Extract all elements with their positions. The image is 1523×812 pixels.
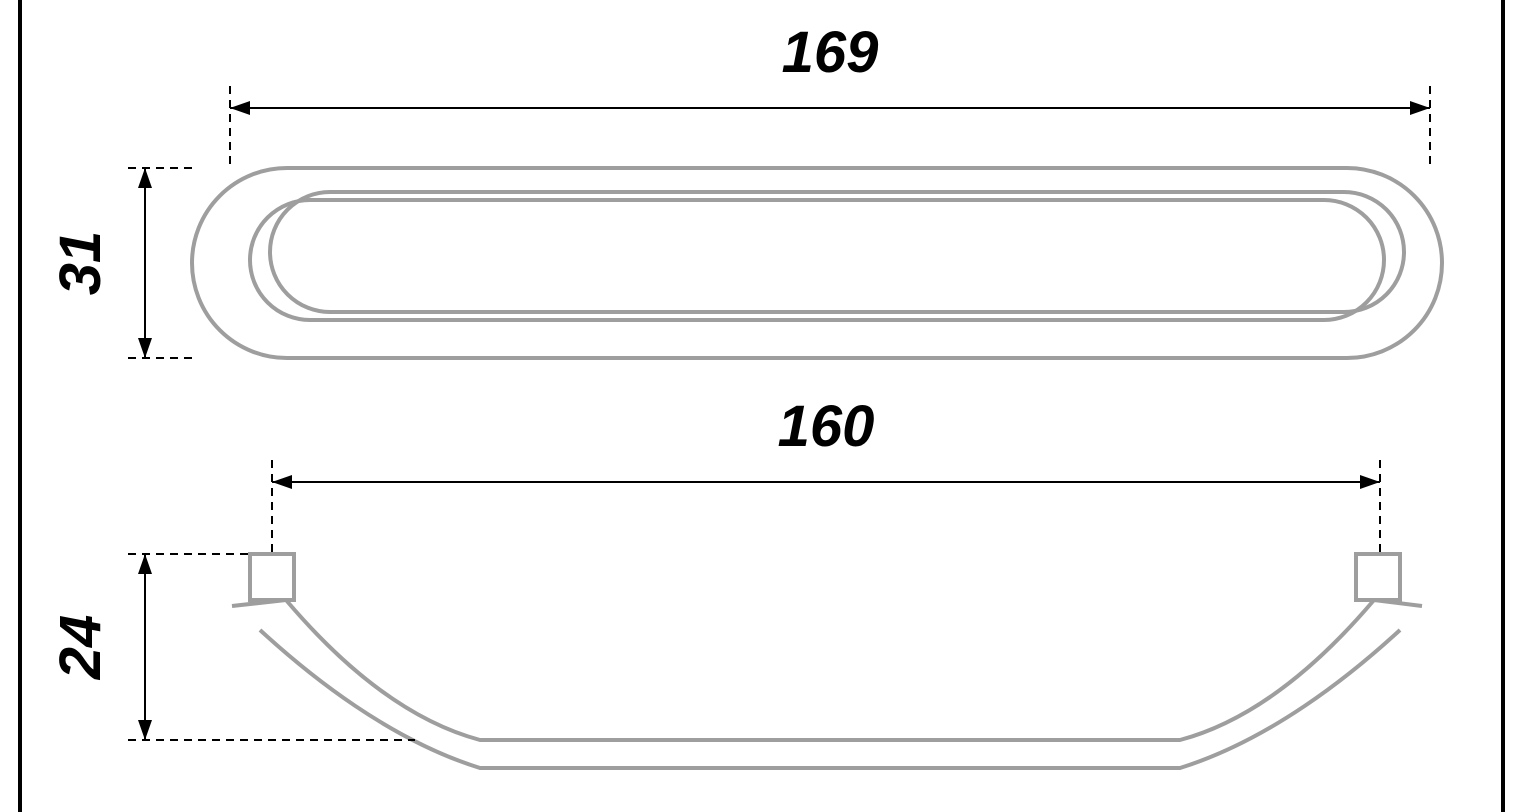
dim-top-height-label: 31 xyxy=(48,231,113,296)
top-view-inner xyxy=(250,200,1384,320)
dim-mid-width-label: 160 xyxy=(778,394,875,459)
dim-side-height-label: 24 xyxy=(48,615,113,681)
top-view-outer xyxy=(192,168,1442,358)
side-view-bar-upper xyxy=(232,600,1422,740)
side-view-bar-lower xyxy=(260,630,1400,768)
technical-drawing: 169 31 160 24 xyxy=(0,0,1523,812)
top-view-inner-offset xyxy=(270,192,1404,312)
dim-top-width-label: 169 xyxy=(782,20,879,85)
side-view-post-right xyxy=(1356,554,1400,600)
side-view-post-left xyxy=(250,554,294,600)
